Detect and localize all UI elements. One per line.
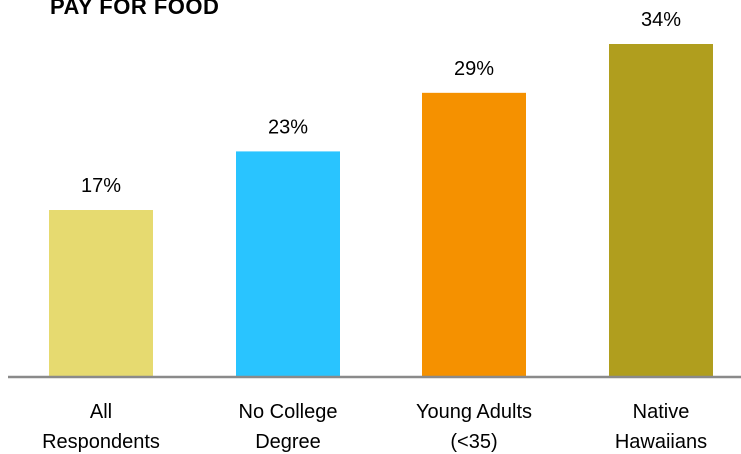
category-label-0-line-1: Respondents — [42, 431, 160, 453]
category-label-2-line-1: (<35) — [450, 431, 497, 453]
bar-1 — [236, 151, 340, 376]
bar-0 — [49, 210, 153, 376]
chart-title: PAY FOR FOOD — [50, 0, 220, 19]
data-label-3: 34% — [641, 9, 681, 31]
bar-2 — [422, 92, 526, 376]
category-label-1-line-1: Degree — [255, 431, 321, 453]
data-label-2: 29% — [454, 58, 494, 80]
category-label-3-line-1: Hawaiians — [615, 431, 707, 453]
data-label-1: 23% — [268, 116, 308, 138]
data-label-0: 17% — [81, 175, 121, 197]
bar-3 — [609, 44, 713, 376]
category-label-3-line-0: Native — [633, 401, 690, 423]
category-label-0-line-0: All — [90, 401, 112, 423]
category-label-1-line-0: No College — [239, 401, 338, 423]
category-label-2-line-0: Young Adults — [416, 401, 532, 423]
